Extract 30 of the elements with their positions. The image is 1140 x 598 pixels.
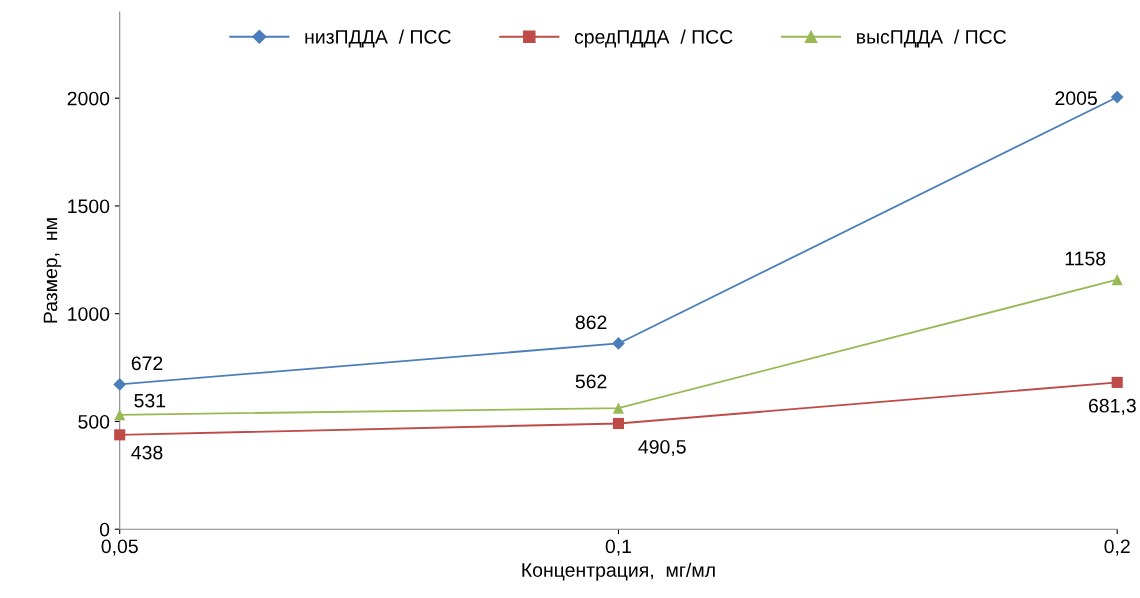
data-label: 1158	[1065, 251, 1106, 266]
legend-label: низПДДА / ПСС	[305, 29, 451, 48]
point	[1111, 274, 1123, 286]
y-axis-title: Размер, нм	[43, 218, 62, 323]
legend-label: средПДДА / ПСС	[574, 29, 733, 48]
point	[612, 402, 625, 414]
point	[1110, 90, 1124, 104]
x-tick-label: 0,1	[605, 539, 632, 556]
data-label: 562	[575, 374, 607, 389]
point	[114, 429, 126, 441]
y-tick-label: 1500	[68, 199, 110, 214]
point	[1111, 376, 1123, 388]
y-tick-label: 2000	[67, 91, 110, 106]
x-axis-title: Концентрация, мг/мл	[522, 562, 715, 581]
data-label: 2005	[1055, 91, 1097, 106]
data-label: 862	[575, 315, 607, 330]
data-label: 681,3	[1088, 398, 1136, 415]
legend-label: высПДДА / ПСС	[857, 29, 1006, 48]
point	[612, 337, 625, 350]
y-tick-label: 0	[99, 522, 110, 537]
point	[612, 417, 625, 430]
data-label: 531	[134, 393, 166, 408]
x-tick-label: 0,2	[1104, 539, 1130, 556]
y-tick-label: 1000	[68, 307, 110, 321]
data-label: 672	[131, 356, 163, 371]
y-tick-label: 500	[78, 414, 110, 429]
data-label: 490,5	[638, 439, 686, 457]
data-label: 438	[131, 445, 163, 460]
x-tick-label: 0,05	[101, 539, 138, 556]
point	[113, 378, 127, 391]
